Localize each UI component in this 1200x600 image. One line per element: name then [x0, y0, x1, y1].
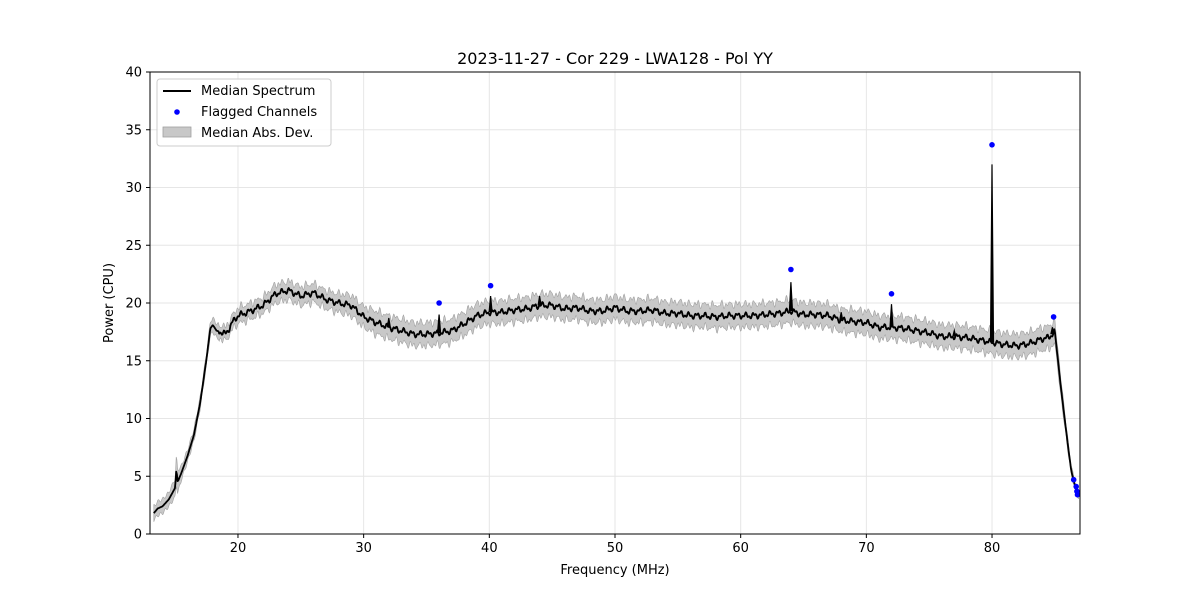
mad-band	[153, 278, 1079, 522]
legend-mad-swatch	[162, 126, 192, 138]
x-tick-label: 50	[607, 541, 624, 556]
y-tick-label: 15	[125, 354, 142, 369]
flagged-points-layer	[436, 142, 1081, 498]
median-spectrum-line	[153, 287, 1080, 514]
legend-median-label: Median Spectrum	[201, 84, 315, 99]
y-tick-label: 5	[134, 470, 142, 485]
x-tick-label: 30	[355, 541, 372, 556]
flagged-channel-point	[436, 300, 442, 306]
spectrum-spike	[839, 312, 844, 321]
spectrum-spike	[436, 314, 442, 334]
spectrum-spike	[488, 296, 493, 313]
flagged-channel-point	[1073, 483, 1079, 490]
legend-flagged-swatch	[174, 109, 180, 115]
legend-mad-label: Median Abs. Dev.	[201, 126, 313, 141]
mad-band-layer	[153, 278, 1079, 522]
spectrum-spike	[788, 282, 794, 312]
spectrum-spike	[537, 296, 542, 306]
y-tick-label: 25	[125, 239, 142, 254]
spectrum-spike	[889, 304, 894, 328]
x-tick-label: 20	[230, 541, 247, 556]
y-tick-label: 0	[134, 528, 142, 543]
y-tick-label: 20	[125, 297, 142, 312]
x-tick-label: 70	[858, 541, 875, 556]
x-tick-label: 40	[481, 541, 498, 556]
legend-box	[156, 78, 332, 147]
x-tick-label: 60	[732, 541, 749, 556]
spectrum-spike	[952, 328, 957, 337]
chart-title: 2023-11-27 - Cor 229 - LWA128 - Pol YY	[457, 49, 773, 68]
flagged-channel-point	[989, 142, 995, 148]
y-tick-label: 30	[125, 181, 142, 196]
spectrum-spike	[386, 317, 391, 328]
flagged-channel-point	[487, 282, 494, 289]
spectrum-spike	[989, 164, 995, 343]
y-axis-label: Power (CPU)	[102, 263, 117, 343]
median-line-layer	[153, 164, 1080, 514]
y-tick-label: 10	[125, 412, 142, 427]
flagged-channel-point	[1074, 491, 1081, 498]
flagged-channel-point	[788, 266, 794, 273]
spectrum-spike	[1050, 327, 1055, 335]
flagged-channel-point	[1050, 314, 1057, 320]
x-tick-label: 80	[984, 541, 1001, 556]
legend-flagged-label: Flagged Channels	[201, 105, 317, 120]
flagged-channel-point	[1070, 476, 1077, 483]
y-tick-label: 40	[125, 66, 142, 81]
ticks: 20 30 40 50 60 70 80 0 5 10 15 20 25 30 35 40	[125, 66, 1000, 557]
y-tick-label: 35	[125, 123, 142, 138]
x-axis-label: Frequency (MHz)	[560, 563, 669, 578]
legend: Median Spectrum Flagged Channels Median …	[156, 78, 332, 147]
flagged-channel-point	[888, 291, 895, 297]
